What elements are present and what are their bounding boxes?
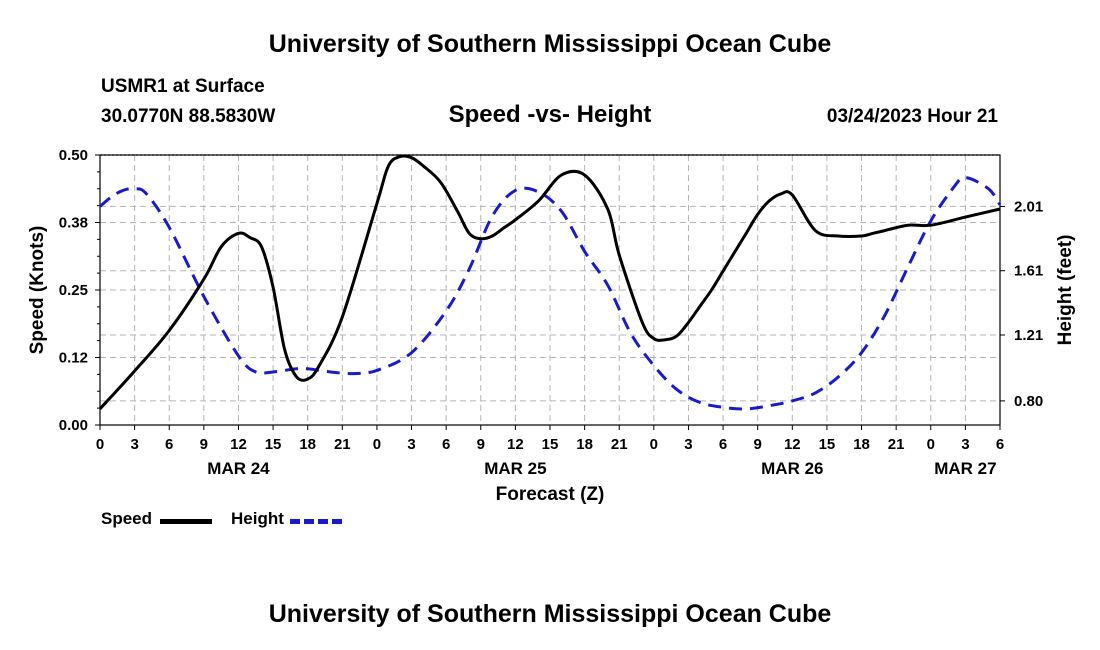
x-tick-label: 0 [373,436,381,453]
station-coordinates: 30.0770N 88.5830W [101,106,276,127]
x-tick-label: 21 [334,436,351,453]
left-y-axis-label: Speed (Knots) [27,226,48,355]
x-tick-label: 12 [230,436,247,453]
y-right-tick-label: 1.61 [1014,263,1043,280]
y-left-tick-label: 0.38 [59,215,88,232]
date-label: MAR 27 [934,459,996,478]
footer-title: University of Southern Mississippi Ocean… [268,600,832,628]
x-tick-label: 3 [130,436,138,453]
x-tick-label: 3 [684,436,692,453]
grid [100,154,1000,425]
date-label: MAR 26 [761,459,823,478]
x-tick-label: 6 [442,436,450,453]
axis-ticks [95,154,1005,430]
y-left-tick-label: 0.25 [59,282,88,299]
y-right-tick-label: 0.80 [1014,393,1043,410]
x-tick-label: 12 [507,436,524,453]
right-y-axis-label: Height (feet) [1055,235,1076,346]
legend-speed-swatch [160,519,212,524]
speed-series-line [98,154,1001,410]
y-left-tick-label: 0.50 [59,147,88,164]
page-title: University of Southern Mississippi Ocean… [268,30,832,58]
x-tick-label: 6 [165,436,173,453]
x-tick-label: 18 [853,436,870,453]
x-tick-label: 18 [299,436,316,453]
y-left-tick-label: 0.00 [59,417,88,434]
x-tick-label: 9 [754,436,762,453]
x-tick-label: 15 [542,436,559,453]
date-labels: MAR 24 MAR 25 MAR 26 MAR 27 [207,459,996,478]
x-tick-label: 3 [407,436,415,453]
x-tick-label: 9 [477,436,485,453]
y-right-tick-label: 2.01 [1014,198,1043,215]
legend-speed-label: Speed [101,509,153,528]
x-tick-label: 0 [650,436,658,453]
x-tick-label: 12 [784,436,801,453]
height-series-line [99,175,1002,411]
x-axis-label: Forecast (Z) [496,484,605,505]
x-tick-label: 15 [819,436,836,453]
legend-height-label: Height [231,509,284,528]
x-tick-label: 6 [719,436,727,453]
x-tick-label: 21 [888,436,905,453]
station-name: USMR1 at Surface [101,76,265,97]
x-tick-label: 0 [96,436,104,453]
y-left-tick-label: 0.12 [59,350,88,367]
legend-height-swatch [290,519,342,524]
x-tick-label: 15 [265,436,282,453]
x-tick-label: 6 [996,436,1004,453]
date-label: MAR 25 [484,459,546,478]
date-label: MAR 24 [207,459,270,478]
x-tick-label: 21 [611,436,628,453]
x-tick-label: 18 [576,436,593,453]
issued-time: 03/24/2023 Hour 21 [826,106,998,127]
x-tick-label: 0 [927,436,935,453]
x-tick-label: 3 [961,436,969,453]
x-tick-labels: 0 3 6 9 12 15 18 21 0 3 6 9 12 15 18 21 0 3 6 9 12 15 18 21 0 3 6 [96,436,1004,453]
x-tick-label: 9 [200,436,208,453]
right-y-tick-labels: 0.80 1.21 1.61 2.01 [1014,198,1043,409]
y-right-tick-label: 1.21 [1014,327,1043,344]
left-y-tick-labels: 0.00 0.12 0.25 0.38 0.50 [59,147,88,434]
chart-title: Speed -vs- Height [448,101,652,128]
